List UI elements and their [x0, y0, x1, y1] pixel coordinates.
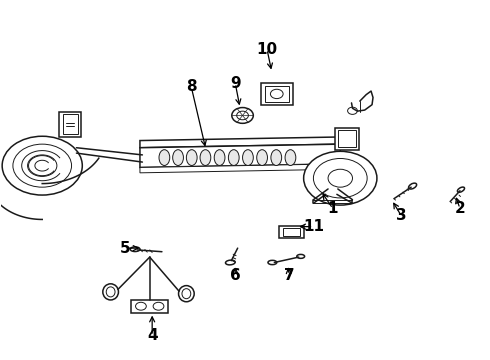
Circle shape	[347, 107, 357, 114]
FancyBboxPatch shape	[59, 112, 81, 137]
Text: 8: 8	[186, 79, 196, 94]
Ellipse shape	[159, 150, 170, 166]
Text: 3: 3	[396, 208, 407, 223]
FancyBboxPatch shape	[265, 86, 289, 102]
Polygon shape	[140, 164, 340, 173]
Ellipse shape	[243, 150, 253, 166]
Ellipse shape	[103, 284, 119, 300]
Text: 5: 5	[120, 240, 131, 256]
Ellipse shape	[178, 285, 194, 302]
Text: 1: 1	[328, 201, 338, 216]
Text: 7: 7	[284, 267, 294, 283]
Ellipse shape	[268, 260, 277, 265]
Ellipse shape	[182, 289, 191, 299]
FancyBboxPatch shape	[279, 226, 304, 238]
Text: 2: 2	[455, 201, 466, 216]
Circle shape	[27, 155, 57, 176]
Ellipse shape	[186, 150, 197, 166]
FancyBboxPatch shape	[283, 228, 300, 236]
Circle shape	[328, 169, 352, 187]
Circle shape	[2, 136, 82, 195]
Polygon shape	[140, 144, 340, 167]
FancyBboxPatch shape	[63, 114, 78, 134]
Circle shape	[13, 144, 72, 187]
FancyBboxPatch shape	[335, 128, 359, 149]
Polygon shape	[140, 137, 340, 148]
Ellipse shape	[214, 150, 225, 166]
Ellipse shape	[285, 150, 296, 166]
FancyBboxPatch shape	[338, 130, 356, 147]
Text: 9: 9	[230, 76, 241, 91]
Ellipse shape	[130, 247, 140, 252]
Circle shape	[136, 302, 147, 310]
Text: 10: 10	[256, 42, 277, 57]
Ellipse shape	[228, 150, 239, 166]
Circle shape	[270, 89, 283, 99]
Ellipse shape	[257, 150, 268, 166]
Text: 11: 11	[303, 219, 324, 234]
Ellipse shape	[457, 187, 465, 192]
Text: 6: 6	[230, 267, 241, 283]
Ellipse shape	[200, 150, 211, 166]
Ellipse shape	[106, 287, 115, 297]
FancyBboxPatch shape	[261, 83, 293, 105]
Circle shape	[314, 158, 367, 198]
Text: 4: 4	[147, 328, 157, 343]
Ellipse shape	[271, 150, 282, 166]
Ellipse shape	[225, 260, 235, 265]
Circle shape	[153, 302, 164, 310]
Ellipse shape	[409, 183, 416, 189]
Ellipse shape	[297, 255, 305, 258]
Circle shape	[304, 151, 377, 205]
Circle shape	[232, 108, 253, 123]
FancyBboxPatch shape	[131, 300, 168, 313]
Ellipse shape	[172, 150, 183, 166]
Circle shape	[237, 111, 248, 120]
